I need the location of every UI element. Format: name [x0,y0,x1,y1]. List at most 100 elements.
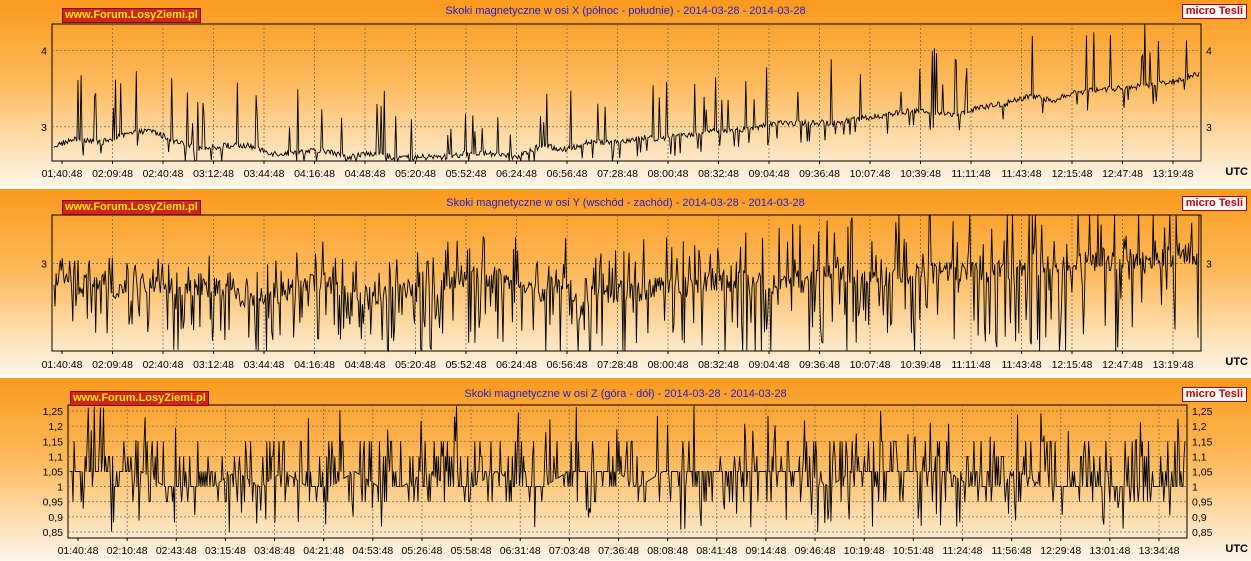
x-tick-label: 08:08:48 [647,545,688,557]
unit-label: micro Tesli [1181,196,1247,211]
x-tick-label: 10:39:48 [900,359,941,371]
x-tick-label: 02:40:48 [143,168,184,180]
x-tick-label: 01:40:48 [42,168,83,180]
x-tick-label: 04:48:48 [345,168,386,180]
x-tick-label: 07:03:48 [549,545,590,557]
x-tick-label: 10:51:48 [893,545,934,557]
x-tick-label: 11:11:48 [951,168,990,180]
y-tick-label-right: 3 [1206,259,1212,271]
y-tick-label-left: 3 [41,259,47,271]
x-tick-label: 09:04:48 [749,359,790,371]
x-tick-label: 12:15:48 [1052,359,1093,371]
y-tick-label-left: 1,25 [43,406,64,418]
chart-title-y: Skoki magnetyczne w osi Y (wschód - zach… [446,197,805,209]
unit-label: micro Tesli [1181,387,1247,402]
series-line-y [53,214,1200,353]
y-tick-label-right: 1,25 [1192,406,1213,418]
brand-badge[interactable]: www.Forum.LosyZiemi.pl [62,8,201,23]
x-tick-label: 10:39:48 [900,168,941,180]
x-tick-label: 03:48:48 [254,545,295,557]
x-tick-label: 06:24:48 [496,168,537,180]
chart-title-x: Skoki magnetyczne w osi X (północ - połu… [445,5,806,17]
x-tick-label: 12:15:48 [1052,168,1093,180]
y-tick-label-right: 1,05 [1192,467,1213,479]
series-line-x [53,24,1200,163]
y-tick-label-right: 1,15 [1192,436,1213,448]
y-tick-label-right: 0,95 [1192,497,1213,509]
x-tick-label: 13:01:48 [1089,545,1130,557]
x-tick-label: 03:15:48 [205,545,246,557]
utc-label: UTC [1225,166,1248,178]
x-tick-label: 10:07:48 [850,359,891,371]
plot-frame [51,23,1202,162]
utc-label: UTC [1225,543,1248,555]
x-tick-label: 01:40:48 [58,545,99,557]
y-tick-label-right: 4 [1206,46,1212,58]
x-tick-label: 05:26:48 [402,545,443,557]
x-tick-label: 07:28:48 [597,168,638,180]
chart-title-z: Skoki magnetyczne w osi Z (góra - dół) -… [464,388,787,400]
y-tick-label-left: 4 [41,46,47,58]
x-tick-label: 11:11:48 [951,359,990,371]
y-tick-label-left: 0,9 [48,512,63,524]
chart-y-svg: 3 3 01:40:48 02:09:48 02:40:48 03:12:48 03:44:… [41,214,1212,371]
plot-frame [51,214,1202,352]
y-tick-label-right: 3 [1206,122,1212,134]
x-tick-label: 06:56:48 [547,168,588,180]
y-tick-label-right: 1 [1192,482,1198,494]
x-tick-label: 05:52:48 [446,168,487,180]
y-tick-label-left: 1,15 [43,436,64,448]
x-tick-label: 13:34:48 [1139,545,1180,557]
brand-badge[interactable]: www.Forum.LosyZiemi.pl [70,391,209,406]
x-tick-label: 08:32:48 [698,168,739,180]
x-tick-label: 05:52:48 [446,359,487,371]
brand-badge[interactable]: www.Forum.LosyZiemi.pl [62,200,201,215]
x-tick-label: 06:56:48 [547,359,588,371]
x-tick-label: 02:40:48 [143,359,184,371]
x-tick-label: 04:16:48 [294,168,335,180]
x-tick-label: 09:36:48 [799,359,840,371]
x-tick-label: 04:53:48 [352,545,393,557]
x-tick-label: 03:44:48 [244,359,285,371]
x-tick-label: 02:10:48 [107,545,148,557]
x-tick-label: 12:47:48 [1102,359,1143,371]
x-tick-label: 02:43:48 [156,545,197,557]
x-tick-label: 11:24:48 [942,545,982,557]
x-tick-label: 10:19:48 [844,545,885,557]
y-tick-label-left: 1,1 [48,451,63,463]
x-tick-label: 05:20:48 [395,359,436,371]
x-tick-label: 02:09:48 [92,168,133,180]
x-tick-label: 09:04:48 [749,168,790,180]
x-tick-label: 13:19:48 [1153,168,1194,180]
y-tick-label-left: 0,95 [43,497,64,509]
unit-label: micro Tesli [1181,4,1247,19]
x-tick-label: 02:09:48 [92,359,133,371]
x-tick-label: 11:56:48 [992,545,1032,557]
x-tick-label: 07:28:48 [597,359,638,371]
y-tick-label-left: 1 [57,482,63,494]
x-tick-label: 08:41:48 [696,545,737,557]
utc-label: UTC [1225,356,1248,368]
x-tick-label: 04:21:48 [303,545,344,557]
x-tick-label: 09:46:48 [795,545,836,557]
x-tick-label: 13:19:48 [1153,359,1194,371]
y-tick-label-left: 3 [41,122,47,134]
x-tick-label: 03:44:48 [244,168,285,180]
chart-x-svg: 3 3 4 4 01:40:48 02:09:48 02:40:48 03:12:48 03:4… [41,23,1212,180]
x-tick-label: 08:00:48 [648,168,689,180]
x-tick-label: 10:07:48 [850,168,891,180]
y-tick-label-right: 0,85 [1192,527,1213,539]
y-tick-label-right: 1,2 [1192,421,1207,433]
x-tick-label: 07:36:48 [598,545,639,557]
x-tick-label: 11:43:48 [1001,168,1041,180]
x-tick-label: 09:36:48 [799,168,840,180]
x-tick-label: 08:32:48 [698,359,739,371]
y-tick-label-right: 0,9 [1192,512,1207,524]
x-tick-label: 04:16:48 [294,359,335,371]
chart-panel-x: 3 3 4 4 01:40:48 02:09:48 02:40:48 03:12:48 03:4… [0,0,1251,186]
x-tick-label: 08:00:48 [648,359,689,371]
x-tick-label: 04:48:48 [345,359,386,371]
x-tick-label: 06:24:48 [496,359,537,371]
x-tick-label: 03:12:48 [193,168,234,180]
